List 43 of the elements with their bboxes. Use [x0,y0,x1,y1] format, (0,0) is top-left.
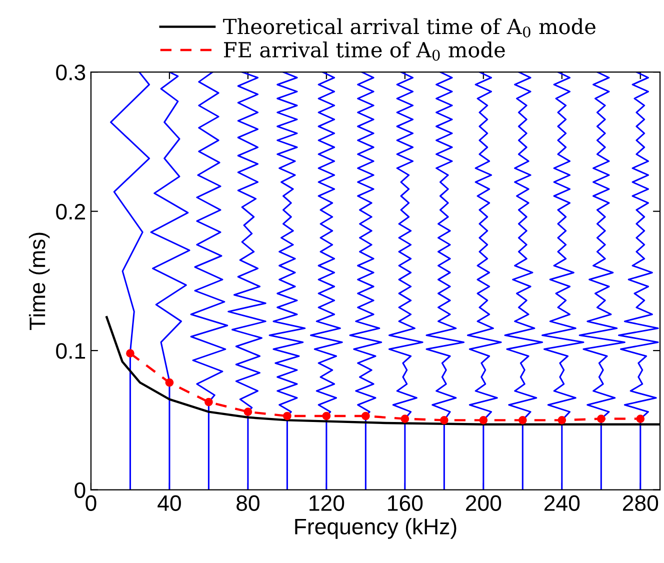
line-series [542,72,584,490]
point [400,414,410,423]
point [126,349,134,358]
point [440,416,448,424]
line-series [150,72,190,490]
point [596,414,606,423]
y-tick-label: 0 [74,482,86,498]
point [283,412,292,420]
point [322,412,331,420]
x-tick-label: 40 [158,495,181,511]
x-axis-title: Frequency (kHz) [295,518,456,539]
line-series [504,72,544,490]
x-tick-label: 160 [388,495,423,511]
point [244,408,252,416]
point [518,416,527,424]
point [204,398,213,406]
legend-label: FE arrival time of A$_{0}$ mode [224,41,505,61]
line-series [578,72,626,490]
line-series [466,72,502,490]
point [636,414,645,423]
x-tick-label: 280 [622,495,658,511]
point [165,378,174,387]
line-series [110,72,150,490]
y-axis-title: Time (ms) [28,232,50,330]
point [362,412,370,420]
legend-label: Theoretical arrival time of A$_{0}$ mode [223,18,596,38]
line-series [388,72,424,490]
line-series [190,72,228,490]
line-series [310,72,343,490]
x-tick-label: 120 [310,495,344,511]
line-series [349,72,382,490]
line-series [426,72,465,490]
x-tick-label: 200 [466,495,502,511]
x-tick-label: 240 [544,495,580,511]
y-tick-label: 0.1 [56,343,86,359]
line-series [228,72,266,490]
y-tick-label: 0.2 [56,204,85,220]
y-tick-label: 0.3 [56,64,86,80]
point [479,416,488,424]
x-tick-label: 80 [236,495,260,511]
x-tick-label: 0 [86,495,96,511]
point [558,416,566,424]
line-series [268,72,306,490]
